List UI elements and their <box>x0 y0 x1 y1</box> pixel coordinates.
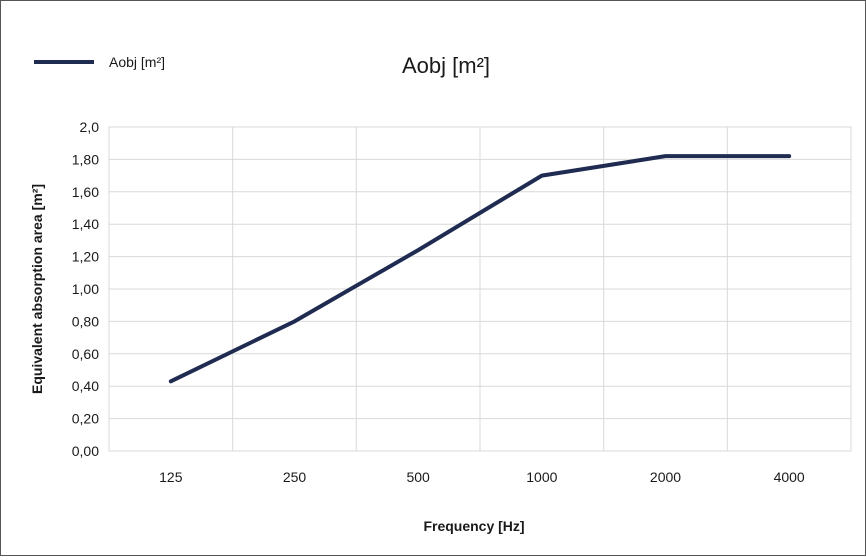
y-tick-label: 1,20 <box>72 249 99 265</box>
x-axis-title: Frequency [Hz] <box>423 518 524 534</box>
legend[interactable]: Aobj [m²] <box>34 54 165 70</box>
chart-title: Aobj [m²] <box>402 53 490 78</box>
x-tick-label: 125 <box>159 469 183 485</box>
x-tick-label: 2000 <box>650 469 681 485</box>
y-tick-labels: 0,00 0,20 0,40 0,60 0,80 1,00 1,20 1,40 1,60 1,80… <box>72 119 99 459</box>
y-tick-label: 0,40 <box>72 378 99 394</box>
x-tick-label: 250 <box>283 469 307 485</box>
x-tick-label: 4000 <box>774 469 805 485</box>
y-tick-label: 0,80 <box>72 313 99 329</box>
legend-label: Aobj [m²] <box>109 54 165 70</box>
y-tick-label: 0,20 <box>72 411 99 427</box>
y-tick-label: 1,00 <box>72 281 99 297</box>
y-tick-label: 1,60 <box>72 184 99 200</box>
y-tick-label: 1,40 <box>72 216 99 232</box>
y-tick-label: 0,60 <box>72 346 99 362</box>
x-tick-label: 500 <box>406 469 430 485</box>
x-tick-label: 1000 <box>526 469 557 485</box>
y-tick-label: 2,0 <box>80 119 100 135</box>
y-tick-label: 1,80 <box>72 151 99 167</box>
y-axis-title: Equivalent absorption area [m²] <box>29 184 45 394</box>
y-tick-label: 0,00 <box>72 443 99 459</box>
x-tick-labels: 125 250 500 1000 2000 4000 <box>159 469 805 485</box>
grid <box>109 127 851 451</box>
